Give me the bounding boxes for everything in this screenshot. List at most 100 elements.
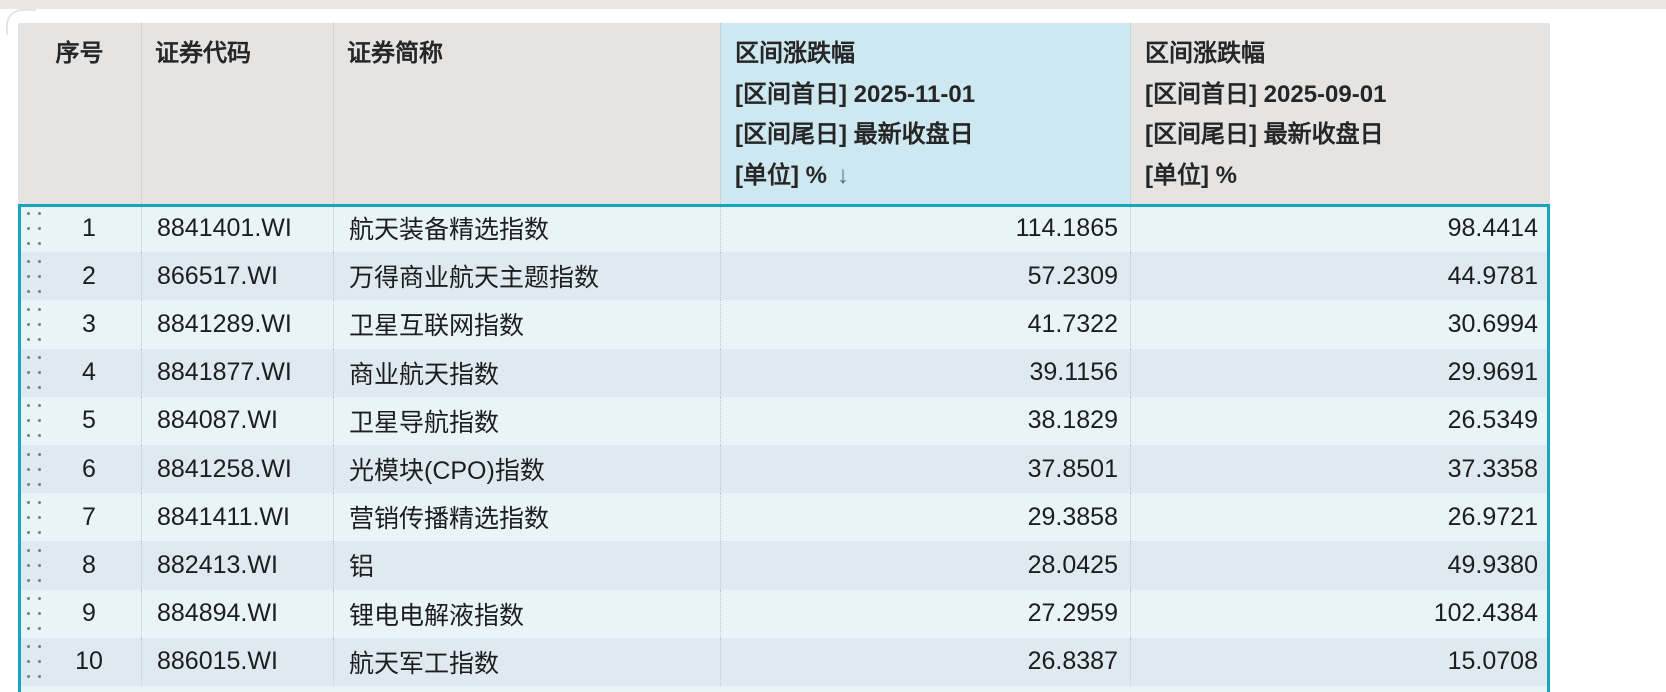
cell-seq: 5 bbox=[18, 396, 141, 445]
cell-security-code: 866517.WI bbox=[141, 252, 333, 301]
table-row[interactable]: 9 884894.WI 锂电电解液指数 27.2959 102.4384 bbox=[18, 589, 1550, 638]
sort-descending-icon[interactable]: ↓ bbox=[837, 161, 849, 189]
drag-handle-icon[interactable] bbox=[27, 404, 41, 438]
header-line: [单位] % bbox=[1145, 161, 1237, 189]
row-number: 5 bbox=[82, 406, 96, 435]
row-number: 7 bbox=[82, 502, 96, 531]
cell-range-change-nov: 38.1829 bbox=[720, 396, 1130, 445]
table-row[interactable]: 7 8841411.WI 营销传播精选指数 29.3858 26.9721 bbox=[18, 493, 1550, 542]
securities-table: 序号 证券代码 证券简称 区间涨跌幅 [区间首日] 2025-11-01 [区间尾日… bbox=[18, 23, 1550, 692]
drag-handle-icon[interactable] bbox=[27, 500, 41, 534]
cell-range-change-nov: 41.7322 bbox=[720, 300, 1130, 349]
cell-range-change-sep: 49.9380 bbox=[1130, 541, 1550, 590]
cell-security-code: 882413.WI bbox=[141, 541, 333, 590]
table-row[interactable]: 6 8841258.WI 光模块(CPO)指数 37.8501 37.3358 bbox=[18, 444, 1550, 494]
header-line: [区间首日] 2025-09-01 bbox=[1145, 80, 1387, 108]
cell-seq: 3 bbox=[18, 300, 141, 349]
column-header-name[interactable]: 证券简称 bbox=[333, 23, 720, 204]
table-row[interactable]: 8 882413.WI 铝 28.0425 49.9380 bbox=[18, 541, 1550, 590]
cell-security-code: 8841401.WI bbox=[141, 204, 333, 253]
header-line: 区间涨跌幅 bbox=[1145, 40, 1265, 67]
partial-next-row bbox=[18, 685, 1550, 692]
cell-range-change-nov: 114.1865 bbox=[720, 204, 1130, 253]
row-number: 9 bbox=[82, 599, 96, 628]
table-row[interactable]: 3 8841289.WI 卫星互联网指数 41.7322 30.6994 bbox=[18, 300, 1550, 349]
cell-seq: 7 bbox=[18, 493, 141, 542]
header-line: [区间首日] 2025-11-01 bbox=[735, 80, 976, 108]
cell-security-code: 884087.WI bbox=[141, 396, 333, 445]
row-number: 10 bbox=[75, 647, 103, 676]
header-line: [单位] % ↓ bbox=[735, 161, 849, 189]
cell-range-change-nov: 28.0425 bbox=[720, 541, 1130, 590]
table-row[interactable]: 4 8841877.WI 商业航天指数 39.1156 29.9691 bbox=[18, 348, 1550, 397]
cell-security-name: 航天装备精选指数 bbox=[333, 204, 720, 253]
table-row[interactable]: 1 8841401.WI 航天装备精选指数 114.1865 98.4414 bbox=[18, 204, 1550, 253]
row-number: 1 bbox=[82, 213, 96, 242]
column-header-seq[interactable]: 序号 bbox=[18, 23, 141, 204]
drag-handle-icon[interactable] bbox=[27, 645, 41, 679]
row-number: 6 bbox=[82, 454, 96, 483]
cell-range-change-sep: 37.3358 bbox=[1130, 444, 1550, 494]
cell-security-name: 万得商业航天主题指数 bbox=[333, 252, 720, 301]
row-number: 4 bbox=[82, 358, 96, 387]
cell-range-change-nov: 27.2959 bbox=[720, 589, 1130, 638]
cell-range-change-sep: 26.5349 bbox=[1130, 396, 1550, 445]
table-row[interactable]: 5 884087.WI 卫星导航指数 38.1829 26.5349 bbox=[18, 396, 1550, 445]
column-header-code[interactable]: 证券代码 bbox=[141, 23, 333, 204]
cell-seq: 4 bbox=[18, 348, 141, 397]
cell-security-code: 8841411.WI bbox=[141, 493, 333, 542]
cell-range-change-sep: 30.6994 bbox=[1130, 300, 1550, 349]
drag-handle-icon[interactable] bbox=[27, 356, 41, 390]
cell-security-name: 锂电电解液指数 bbox=[333, 589, 720, 638]
cell-range-change-nov: 37.8501 bbox=[720, 444, 1130, 494]
drag-handle-icon[interactable] bbox=[27, 597, 41, 631]
header-line: [区间尾日] 最新收盘日 bbox=[735, 121, 974, 148]
column-header-range-change-sep[interactable]: 区间涨跌幅 [区间首日] 2025-09-01 [区间尾日] 最新收盘日 [单位] % bbox=[1130, 23, 1550, 204]
cell-security-code: 8841877.WI bbox=[141, 348, 333, 397]
cell-security-code: 884894.WI bbox=[141, 589, 333, 638]
cell-range-change-sep: 29.9691 bbox=[1130, 348, 1550, 397]
cell-security-name: 铝 bbox=[333, 541, 720, 590]
cell-security-name: 卫星互联网指数 bbox=[333, 300, 720, 349]
cell-range-change-sep: 15.0708 bbox=[1130, 637, 1550, 686]
row-number: 2 bbox=[82, 261, 96, 290]
cell-range-change-nov: 57.2309 bbox=[720, 252, 1130, 301]
row-number: 3 bbox=[82, 309, 96, 338]
window-top-strip bbox=[0, 0, 1666, 9]
cell-range-change-nov: 29.3858 bbox=[720, 493, 1130, 542]
drag-handle-icon[interactable] bbox=[27, 259, 41, 293]
table-header-row: 序号 证券代码 证券简称 区间涨跌幅 [区间首日] 2025-11-01 [区间尾日… bbox=[18, 23, 1550, 204]
cell-seq: 2 bbox=[18, 252, 141, 301]
cell-security-code: 8841258.WI bbox=[141, 444, 333, 494]
header-line: 区间涨跌幅 bbox=[735, 40, 855, 67]
table-row[interactable]: 10 886015.WI 航天军工指数 26.8387 15.0708 bbox=[18, 637, 1550, 686]
cell-range-change-sep: 26.9721 bbox=[1130, 493, 1550, 542]
row-number: 8 bbox=[82, 550, 96, 579]
cell-range-change-nov: 26.8387 bbox=[720, 637, 1130, 686]
cell-security-name: 光模块(CPO)指数 bbox=[333, 444, 720, 494]
cell-range-change-sep: 102.4384 bbox=[1130, 589, 1550, 638]
cell-security-name: 营销传播精选指数 bbox=[333, 493, 720, 542]
table-row[interactable]: 2 866517.WI 万得商业航天主题指数 57.2309 44.9781 bbox=[18, 252, 1550, 301]
cell-security-code: 886015.WI bbox=[141, 637, 333, 686]
cell-seq: 8 bbox=[18, 541, 141, 590]
drag-handle-icon[interactable] bbox=[27, 452, 41, 486]
cell-range-change-sep: 98.4414 bbox=[1130, 204, 1550, 253]
cell-seq: 9 bbox=[18, 589, 141, 638]
cell-range-change-nov: 39.1156 bbox=[720, 348, 1130, 397]
cell-seq: 1 bbox=[18, 204, 141, 253]
cell-security-name: 卫星导航指数 bbox=[333, 396, 720, 445]
table-body: 1 8841401.WI 航天装备精选指数 114.1865 98.4414 2… bbox=[18, 204, 1550, 692]
drag-handle-icon[interactable] bbox=[27, 548, 41, 582]
header-line: [区间尾日] 最新收盘日 bbox=[1145, 121, 1384, 148]
cell-security-name: 商业航天指数 bbox=[333, 348, 720, 397]
cell-security-code: 8841289.WI bbox=[141, 300, 333, 349]
cell-security-name: 航天军工指数 bbox=[333, 637, 720, 686]
cell-range-change-sep: 44.9781 bbox=[1130, 252, 1550, 301]
drag-handle-icon[interactable] bbox=[27, 211, 41, 245]
cell-seq: 6 bbox=[18, 444, 141, 494]
cell-seq: 10 bbox=[18, 637, 141, 686]
column-header-range-change-nov[interactable]: 区间涨跌幅 [区间首日] 2025-11-01 [区间尾日] 最新收盘日 [单位] %… bbox=[720, 23, 1130, 204]
drag-handle-icon[interactable] bbox=[27, 307, 41, 341]
